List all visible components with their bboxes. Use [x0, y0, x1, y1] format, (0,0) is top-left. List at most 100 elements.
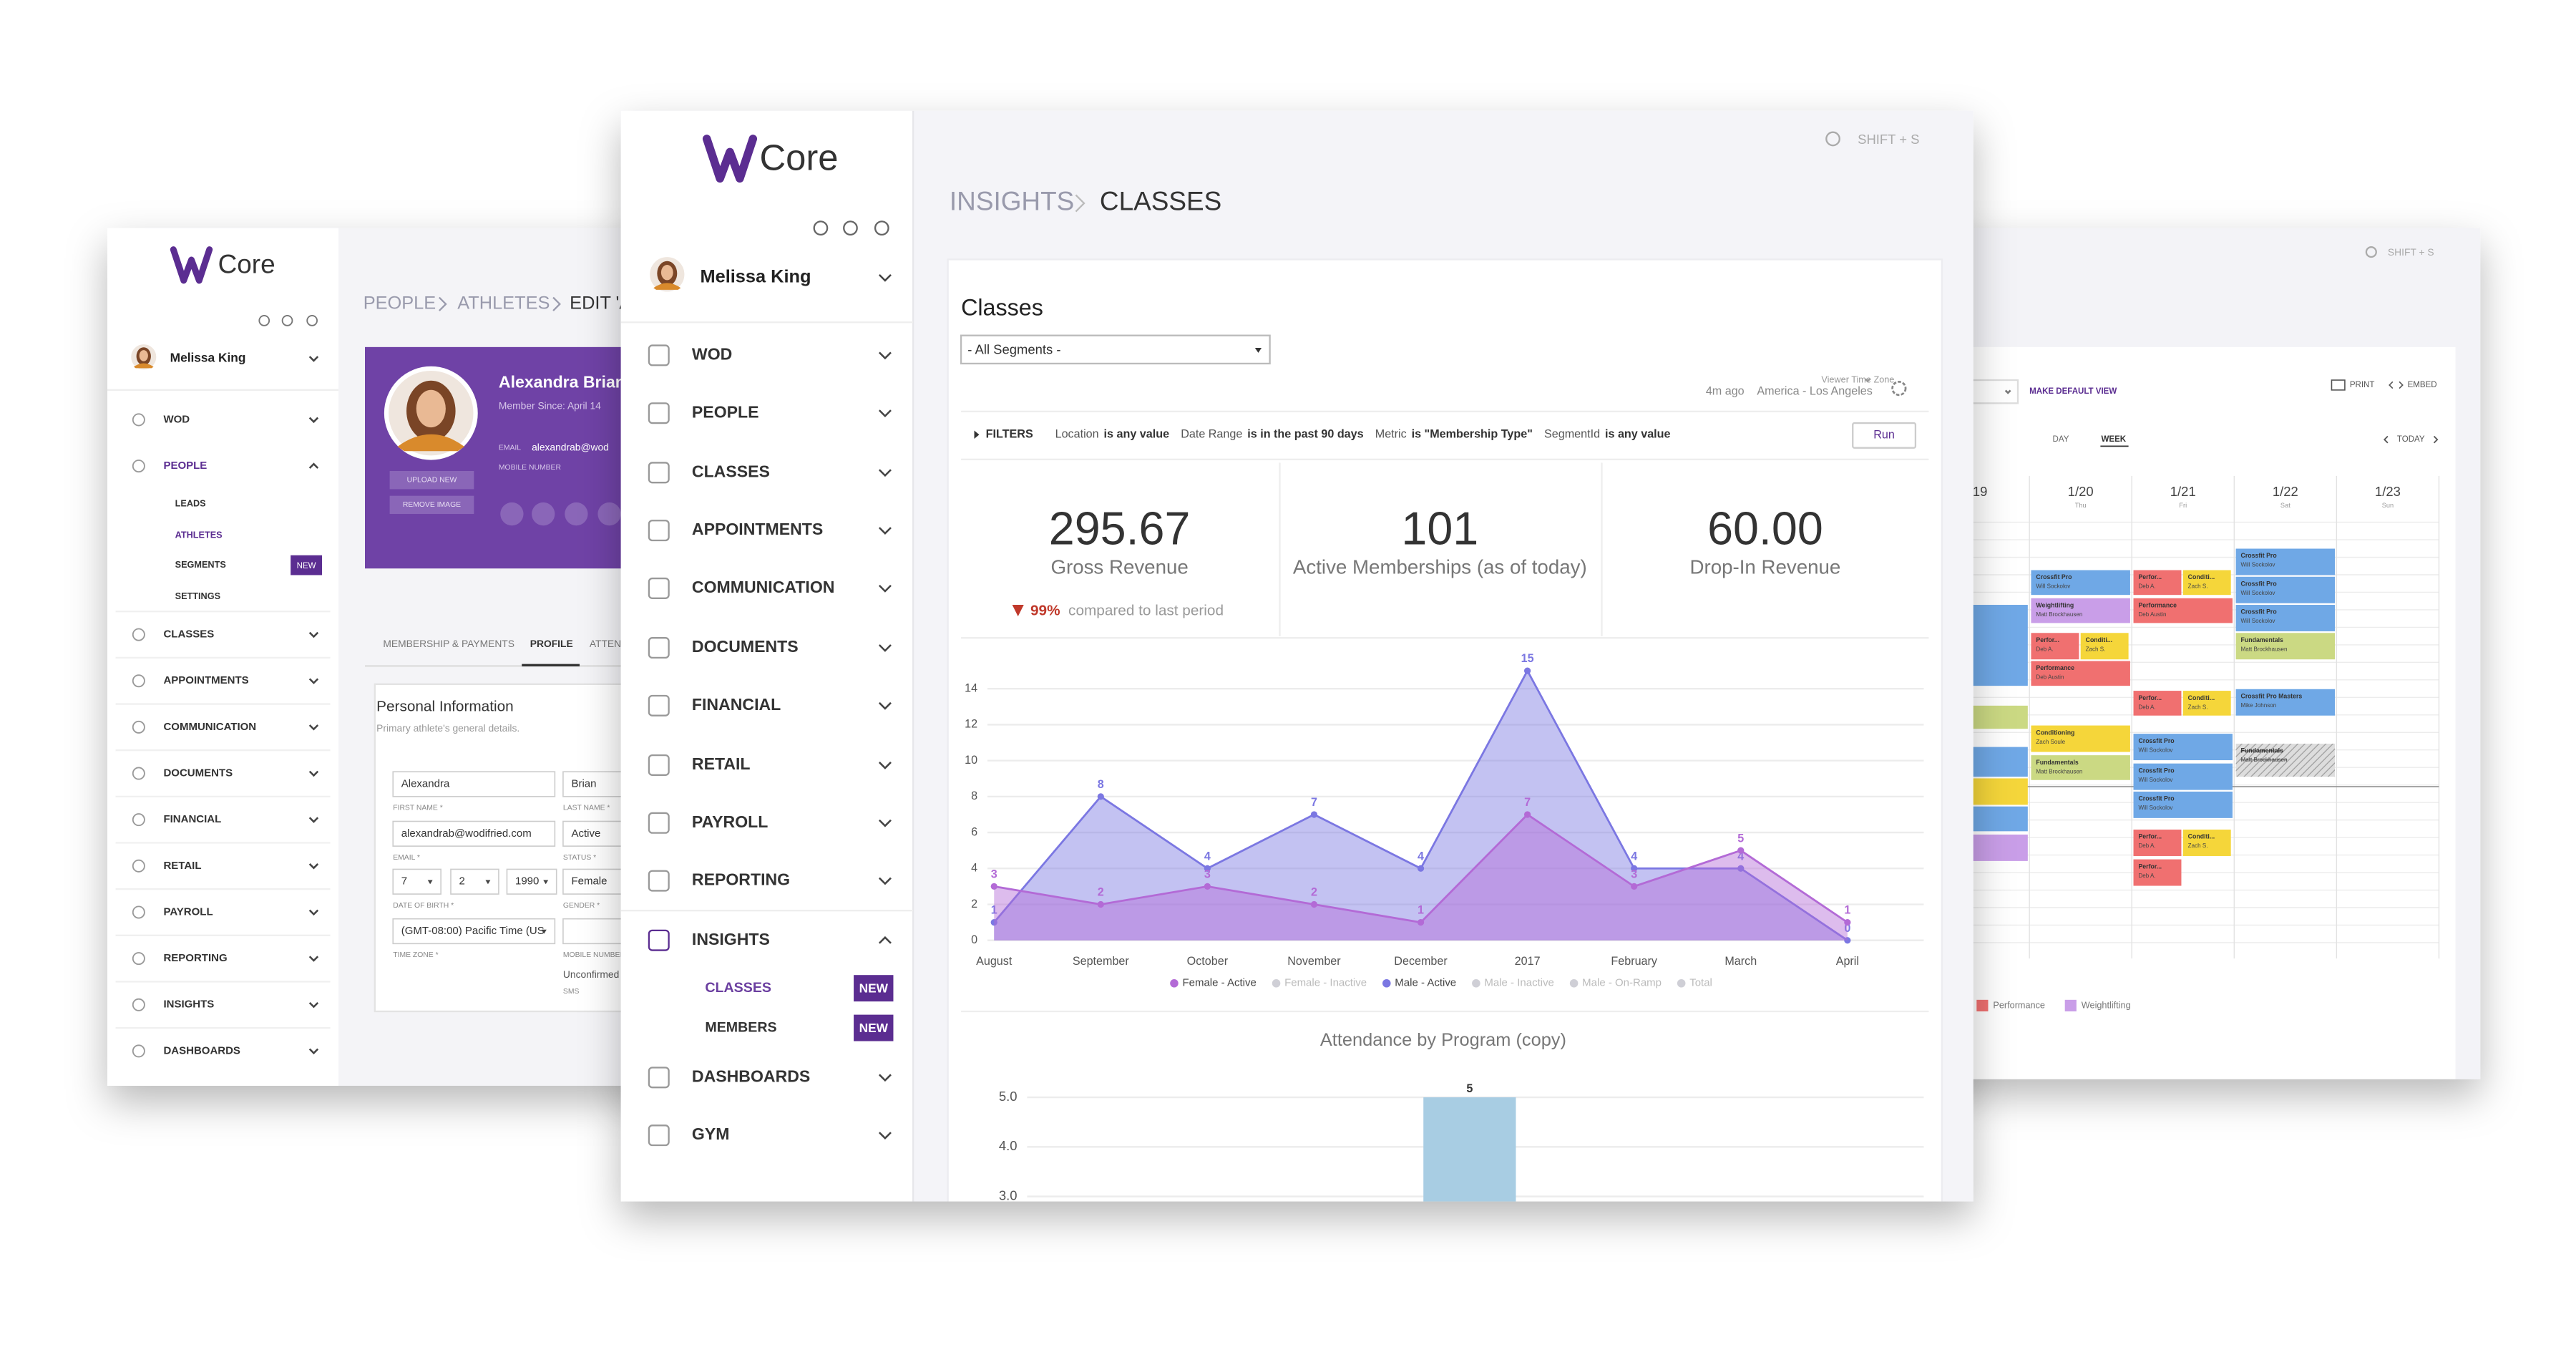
nav-item[interactable]: GYM — [692, 1124, 730, 1143]
action[interactable]: PRINT — [2350, 381, 2375, 389]
legend-label[interactable]: Male - Inactive — [1484, 977, 1554, 989]
legend-label[interactable]: Male - On-Ramp — [1582, 977, 1662, 989]
input[interactable] — [392, 771, 556, 797]
nav-item[interactable]: INSIGHTS — [163, 999, 214, 1011]
event[interactable] — [2133, 598, 2233, 623]
event[interactable] — [2133, 734, 2233, 761]
settings-icon[interactable] — [1891, 380, 1907, 397]
nav-item[interactable]: DOCUMENTS — [692, 637, 799, 656]
subnav-item[interactable]: SETTINGS — [175, 591, 220, 601]
view-toggle[interactable]: WEEK — [2102, 435, 2127, 444]
event[interactable] — [2182, 570, 2231, 596]
event[interactable] — [2133, 691, 2182, 716]
legend-label[interactable]: Female - Inactive — [1284, 977, 1367, 989]
nav-item[interactable]: DASHBOARDS — [692, 1067, 810, 1085]
subnav-item[interactable]: LEADS — [175, 499, 206, 509]
nav-item[interactable]: DOCUMENTS — [163, 767, 233, 779]
event[interactable] — [2031, 725, 2130, 752]
button[interactable] — [389, 471, 474, 490]
filters-label[interactable]: FILTERS — [986, 427, 1033, 440]
legend-label[interactable]: Total — [1689, 977, 1712, 989]
input-value[interactable]: 2 — [459, 875, 465, 888]
nav-item[interactable]: WOD — [163, 413, 190, 425]
event[interactable] — [2031, 755, 2130, 780]
nav-item[interactable]: FINANCIAL — [163, 813, 221, 825]
social-icon[interactable] — [500, 502, 524, 526]
input[interactable] — [506, 868, 557, 895]
nav-item[interactable]: CLASSES — [692, 462, 770, 480]
nav-item[interactable]: REPORTING — [692, 870, 790, 889]
nav-item[interactable]: PEOPLE — [163, 460, 207, 472]
subnav-item[interactable]: CLASSES — [705, 980, 771, 996]
button-text[interactable]: UPLOAD NEW — [407, 476, 457, 484]
event[interactable] — [2235, 576, 2336, 603]
social-icon[interactable] — [532, 502, 555, 526]
nav-item[interactable]: FINANCIAL — [692, 695, 781, 714]
nav-item[interactable]: REPORTING — [163, 952, 227, 964]
nav-item[interactable]: COMMUNICATION — [692, 578, 835, 596]
input[interactable] — [392, 918, 556, 945]
nav-item[interactable]: RETAIL — [163, 860, 201, 872]
event[interactable] — [2031, 661, 2130, 686]
legend-label[interactable]: Female - Active — [1182, 977, 1256, 989]
subnav-item[interactable]: SEGMENTS — [175, 560, 226, 570]
input-value[interactable]: 1990 — [515, 875, 539, 888]
event[interactable] — [2133, 570, 2182, 596]
input[interactable] — [392, 820, 556, 847]
select[interactable] — [960, 334, 1271, 365]
event[interactable] — [2235, 548, 2336, 575]
tab[interactable]: MEMBERSHIP & PAYMENTS — [383, 638, 514, 649]
tab[interactable]: ATTEN — [590, 638, 621, 649]
nav-icon — [132, 628, 145, 641]
nav-item[interactable]: PEOPLE — [692, 402, 759, 421]
event[interactable] — [2235, 605, 2336, 631]
input-value[interactable]: 7 — [401, 875, 407, 888]
select-value[interactable]: - All Segments - — [967, 341, 1060, 356]
nav-item[interactable]: RETAIL — [692, 754, 751, 773]
nav-item[interactable]: COMMUNICATION — [163, 721, 256, 733]
event[interactable] — [2133, 830, 2182, 856]
input-value[interactable]: alexandrab@wodifried.com — [401, 827, 532, 840]
today[interactable]: TODAY — [2397, 435, 2425, 444]
nav-item[interactable]: WOD — [692, 344, 732, 363]
nav-item[interactable]: PAYROLL — [692, 812, 768, 831]
event[interactable] — [2235, 743, 2336, 777]
input[interactable] — [392, 868, 441, 895]
action[interactable]: EMBED — [2408, 381, 2437, 389]
event[interactable] — [2182, 691, 2231, 716]
button[interactable] — [389, 495, 474, 515]
event[interactable] — [2133, 859, 2182, 886]
nav-item[interactable]: APPOINTMENTS — [163, 674, 248, 686]
event[interactable] — [2235, 633, 2336, 660]
button-text[interactable]: Run — [1873, 429, 1895, 442]
action[interactable]: MAKE DEFAULT VIEW — [2029, 387, 2117, 396]
input-value[interactable]: Brian — [571, 777, 596, 790]
input-value[interactable]: Female — [571, 875, 607, 888]
input[interactable] — [450, 868, 499, 895]
subnav-item[interactable]: MEMBERS — [705, 1019, 776, 1035]
event[interactable] — [2133, 763, 2233, 790]
event[interactable] — [2031, 633, 2079, 660]
button[interactable] — [1852, 422, 1917, 449]
nav-item[interactable]: CLASSES — [163, 628, 214, 641]
event[interactable] — [2031, 598, 2130, 623]
button-text[interactable]: REMOVE IMAGE — [403, 501, 461, 509]
view-toggle[interactable]: DAY — [2053, 435, 2069, 444]
social-icon[interactable] — [565, 502, 588, 526]
tab[interactable]: PROFILE — [530, 638, 573, 649]
nav-item[interactable]: DASHBOARDS — [163, 1044, 240, 1056]
nav-item[interactable]: PAYROLL — [163, 905, 213, 918]
nav-item[interactable]: APPOINTMENTS — [692, 520, 823, 538]
event[interactable] — [2133, 791, 2233, 818]
event[interactable] — [2031, 570, 2130, 596]
legend-label[interactable]: Male - Active — [1395, 977, 1456, 989]
subnav-item[interactable]: ATHLETES — [175, 530, 223, 540]
nav-item[interactable]: INSIGHTS — [692, 930, 770, 948]
input-value[interactable]: Active — [571, 827, 600, 840]
input-value[interactable]: (GMT-08:00) Pacific Time (US — [401, 925, 545, 937]
social-icon[interactable] — [597, 502, 621, 526]
event[interactable] — [2080, 633, 2129, 660]
event[interactable] — [2235, 689, 2336, 716]
input-value[interactable]: Alexandra — [401, 777, 450, 790]
event[interactable] — [2182, 830, 2231, 856]
